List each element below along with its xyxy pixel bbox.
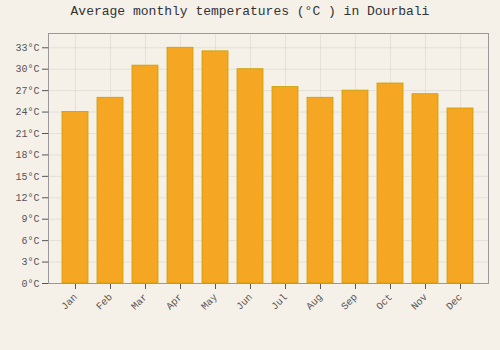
svg-text:Mar: Mar [129,292,150,313]
svg-text:3°C: 3°C [21,257,39,268]
svg-text:15°C: 15°C [15,172,39,183]
svg-text:33°C: 33°C [15,43,39,54]
svg-text:21°C: 21°C [15,129,39,140]
svg-text:0°C: 0°C [21,279,39,290]
svg-text:24°C: 24°C [15,107,39,118]
svg-text:27°C: 27°C [15,86,39,97]
svg-text:30°C: 30°C [15,64,39,75]
svg-text:Dec: Dec [444,292,465,313]
svg-text:9°C: 9°C [21,214,39,225]
svg-text:6°C: 6°C [21,236,39,247]
svg-text:Apr: Apr [164,292,185,313]
svg-text:Feb: Feb [94,292,115,313]
svg-text:12°C: 12°C [15,193,39,204]
svg-text:Nov: Nov [409,292,430,313]
svg-text:Sep: Sep [339,292,360,313]
svg-text:Jan: Jan [59,292,80,313]
svg-text:Jul: Jul [269,292,290,313]
svg-text:Aug: Aug [304,292,325,313]
svg-text:18°C: 18°C [15,150,39,161]
html-text:Average monthly temperatures (: Average monthly temperatures (°C ) in Do… [70,4,430,19]
svg-text:Oct: Oct [374,292,395,313]
svg-text:Jun: Jun [234,292,255,313]
svg-text:May: May [199,292,220,313]
